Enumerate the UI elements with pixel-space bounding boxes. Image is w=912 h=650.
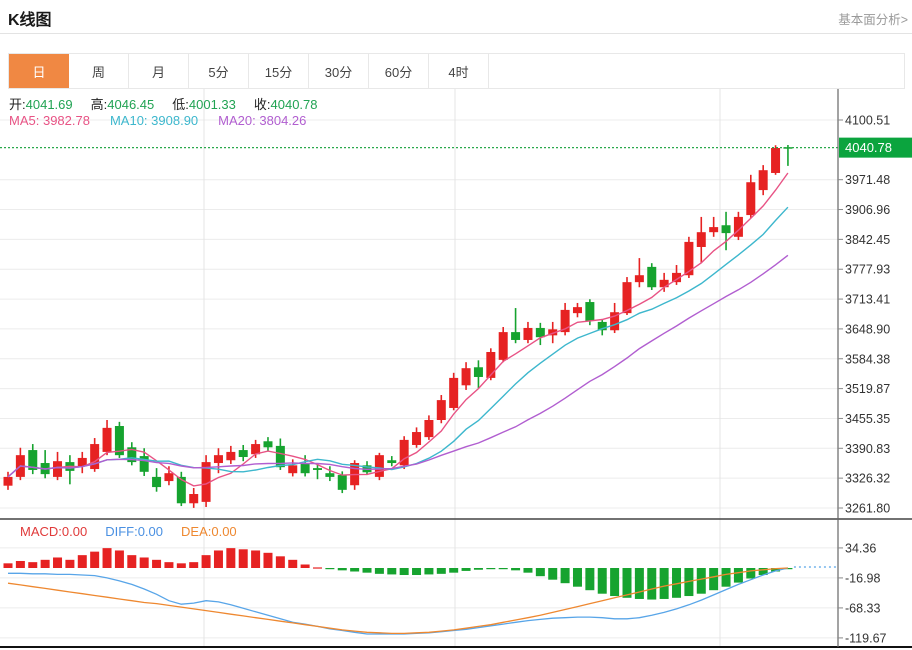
price-tag <box>839 137 912 158</box>
ma5-line <box>7 172 789 487</box>
svg-text:3906.96: 3906.96 <box>845 203 890 217</box>
ohlc-low: 低:4001.33 <box>172 97 236 112</box>
dea-line <box>7 567 788 635</box>
tab-7[interactable]: 4时 <box>429 54 489 88</box>
macd-bars <box>3 548 793 600</box>
ma20-value: MA20: 3804.26 <box>218 113 307 128</box>
svg-text:34.36: 34.36 <box>845 541 876 555</box>
svg-text:-68.33: -68.33 <box>845 601 880 615</box>
macd-lines <box>7 566 838 635</box>
svg-text:3326.32: 3326.32 <box>845 472 890 486</box>
svg-text:3455.35: 3455.35 <box>845 412 890 426</box>
tab-3[interactable]: 5分 <box>189 54 249 88</box>
ma-row: MA5: 3982.78 MA10: 3908.90 MA20: 3804.26 <box>9 113 306 128</box>
ohlc-open: 开:4041.69 <box>9 97 73 112</box>
ma5-value: MA5: 3982.78 <box>9 113 90 128</box>
tab-5[interactable]: 30分 <box>309 54 369 88</box>
gridlines <box>0 89 838 647</box>
current-price-marker: 4040.78 <box>0 137 912 158</box>
svg-text:3777.93: 3777.93 <box>845 263 890 277</box>
tab-1[interactable]: 周 <box>69 54 129 88</box>
svg-text:3713.41: 3713.41 <box>845 293 890 307</box>
fundamental-analysis-link[interactable]: 基本面分析> <box>838 13 908 27</box>
ohlc-row: 开:4041.69 高:4046.45 低:4001.33 收:4040.78 <box>9 94 318 113</box>
svg-text:3842.45: 3842.45 <box>845 233 890 247</box>
macd-legend: MACD:0.00 DIFF:0.00 DEA:0.00 <box>20 524 237 539</box>
svg-text:3390.83: 3390.83 <box>845 442 890 456</box>
svg-text:-119.67: -119.67 <box>845 631 887 645</box>
candles <box>3 145 793 508</box>
frame <box>0 89 912 648</box>
ohlc-close: 收:4040.78 <box>253 97 318 112</box>
ma20-line <box>7 254 789 478</box>
svg-text:-16.98: -16.98 <box>845 571 880 585</box>
svg-text:3519.87: 3519.87 <box>845 382 890 396</box>
dea-value: DEA:0.00 <box>181 524 237 539</box>
svg-text:3971.48: 3971.48 <box>845 173 890 187</box>
svg-text:3584.38: 3584.38 <box>845 352 890 366</box>
ma10-line <box>7 206 789 478</box>
svg-text:4040.78: 4040.78 <box>845 140 892 155</box>
svg-text:4100.51: 4100.51 <box>845 114 890 128</box>
diff-value: DIFF:0.00 <box>105 524 164 539</box>
tab-0[interactable]: 日 <box>9 54 69 88</box>
ohlc-high: 高:4046.45 <box>90 97 155 112</box>
tab-2[interactable]: 月 <box>129 54 189 88</box>
y-axis-labels: 4100.51 3971.48 3906.96 3842.45 3777.93 3713.… <box>838 114 890 645</box>
page-title: K线图 <box>8 12 52 29</box>
macd-value: MACD:0.00 <box>20 524 88 539</box>
ma10-value: MA10: 3908.90 <box>109 113 199 128</box>
svg-text:3261.80: 3261.80 <box>845 501 890 515</box>
svg-text:3648.90: 3648.90 <box>845 322 890 336</box>
title-separator <box>0 33 912 34</box>
tab-4[interactable]: 15分 <box>249 54 309 88</box>
tab-6[interactable]: 60分 <box>369 54 429 88</box>
ma-lines <box>7 172 789 487</box>
period-tab-strip: 日周月 5分 15分 30分 60分 4时 <box>8 53 905 89</box>
